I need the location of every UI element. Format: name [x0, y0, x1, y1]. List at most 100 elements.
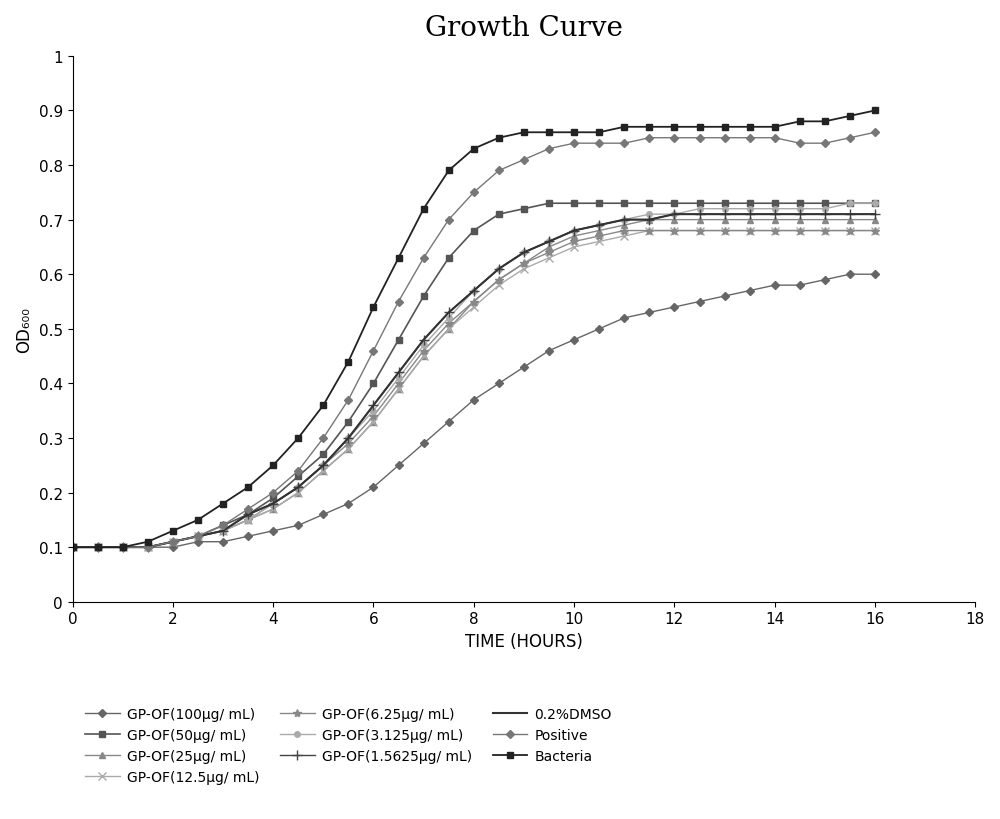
GP-OF(1.5625μg/ mL) — [794, 210, 806, 219]
GP-OF(12.5μg/ mL) — [217, 527, 229, 536]
GP-OF(12.5μg/ mL) — [92, 543, 104, 553]
Bacteria — [217, 499, 229, 509]
GP-OF(6.25μg/ mL) — [694, 226, 706, 236]
GP-OF(100μg/ mL) — [167, 543, 179, 553]
Bacteria — [593, 129, 605, 138]
0.2%DMSO — [794, 210, 806, 219]
GP-OF(1.5625μg/ mL) — [493, 265, 505, 274]
0.2%DMSO — [769, 210, 781, 219]
GP-OF(25μg/ mL) — [367, 417, 379, 427]
GP-OF(12.5μg/ mL) — [794, 226, 806, 236]
GP-OF(50μg/ mL) — [593, 199, 605, 209]
GP-OF(12.5μg/ mL) — [543, 254, 555, 264]
0.2%DMSO — [92, 543, 104, 553]
GP-OF(6.25μg/ mL) — [67, 543, 79, 553]
GP-OF(100μg/ mL) — [543, 346, 555, 356]
GP-OF(12.5μg/ mL) — [568, 242, 580, 252]
GP-OF(1.5625μg/ mL) — [92, 543, 104, 553]
Bacteria — [67, 543, 79, 553]
GP-OF(25μg/ mL) — [719, 215, 731, 225]
GP-OF(50μg/ mL) — [393, 336, 405, 346]
Positive — [267, 488, 279, 498]
GP-OF(25μg/ mL) — [142, 543, 154, 553]
GP-OF(3.125μg/ mL) — [242, 515, 254, 525]
GP-OF(25μg/ mL) — [543, 242, 555, 252]
GP-OF(25μg/ mL) — [67, 543, 79, 553]
GP-OF(50μg/ mL) — [367, 379, 379, 389]
GP-OF(6.25μg/ mL) — [543, 248, 555, 258]
Bacteria — [117, 543, 129, 553]
Positive — [493, 166, 505, 176]
GP-OF(1.5625μg/ mL) — [668, 210, 680, 219]
0.2%DMSO — [142, 543, 154, 553]
GP-OF(6.25μg/ mL) — [192, 532, 204, 541]
Bacteria — [518, 129, 530, 138]
Positive — [292, 466, 304, 476]
0.2%DMSO — [844, 210, 856, 219]
GP-OF(25μg/ mL) — [668, 215, 680, 225]
GP-OF(100μg/ mL) — [468, 396, 480, 405]
GP-OF(25μg/ mL) — [192, 532, 204, 541]
0.2%DMSO — [67, 543, 79, 553]
GP-OF(6.25μg/ mL) — [618, 226, 630, 236]
Positive — [217, 521, 229, 531]
Bacteria — [393, 254, 405, 264]
0.2%DMSO — [543, 238, 555, 247]
Bacteria — [568, 129, 580, 138]
GP-OF(100μg/ mL) — [192, 537, 204, 547]
GP-OF(3.125μg/ mL) — [142, 543, 154, 553]
GP-OF(3.125μg/ mL) — [543, 238, 555, 247]
GP-OF(6.25μg/ mL) — [92, 543, 104, 553]
0.2%DMSO — [367, 400, 379, 410]
GP-OF(6.25μg/ mL) — [217, 527, 229, 536]
GP-OF(12.5μg/ mL) — [117, 543, 129, 553]
GP-OF(6.25μg/ mL) — [819, 226, 831, 236]
Positive — [593, 139, 605, 149]
GP-OF(100μg/ mL) — [694, 297, 706, 307]
GP-OF(1.5625μg/ mL) — [267, 499, 279, 509]
GP-OF(100μg/ mL) — [493, 379, 505, 389]
Bacteria — [769, 123, 781, 133]
GP-OF(25μg/ mL) — [468, 297, 480, 307]
Bacteria — [618, 123, 630, 133]
GP-OF(1.5625μg/ mL) — [518, 248, 530, 258]
Positive — [794, 139, 806, 149]
GP-OF(25μg/ mL) — [267, 505, 279, 514]
0.2%DMSO — [819, 210, 831, 219]
GP-OF(100μg/ mL) — [217, 537, 229, 547]
Bacteria — [317, 400, 329, 410]
GP-OF(3.125μg/ mL) — [443, 314, 455, 324]
Line: Bacteria: Bacteria — [69, 108, 879, 551]
GP-OF(12.5μg/ mL) — [719, 226, 731, 236]
Bacteria — [668, 123, 680, 133]
GP-OF(50μg/ mL) — [869, 199, 881, 209]
Positive — [92, 543, 104, 553]
Positive — [618, 139, 630, 149]
GP-OF(1.5625μg/ mL) — [217, 527, 229, 536]
Y-axis label: OD₆₀₀: OD₆₀₀ — [15, 306, 33, 352]
GP-OF(3.125μg/ mL) — [819, 205, 831, 215]
GP-OF(100μg/ mL) — [593, 324, 605, 334]
Positive — [317, 433, 329, 443]
GP-OF(50μg/ mL) — [643, 199, 655, 209]
Positive — [518, 156, 530, 165]
GP-OF(3.125μg/ mL) — [844, 199, 856, 209]
Positive — [167, 537, 179, 547]
GP-OF(100μg/ mL) — [769, 281, 781, 291]
GP-OF(12.5μg/ mL) — [869, 226, 881, 236]
GP-OF(12.5μg/ mL) — [167, 537, 179, 547]
Bacteria — [167, 527, 179, 536]
GP-OF(100μg/ mL) — [117, 543, 129, 553]
Line: GP-OF(1.5625μg/ mL): GP-OF(1.5625μg/ mL) — [68, 210, 880, 552]
GP-OF(1.5625μg/ mL) — [443, 308, 455, 318]
GP-OF(50μg/ mL) — [694, 199, 706, 209]
GP-OF(100μg/ mL) — [719, 292, 731, 301]
GP-OF(6.25μg/ mL) — [493, 275, 505, 285]
Bacteria — [367, 303, 379, 313]
GP-OF(3.125μg/ mL) — [317, 461, 329, 471]
GP-OF(1.5625μg/ mL) — [418, 336, 430, 346]
GP-OF(25μg/ mL) — [117, 543, 129, 553]
GP-OF(1.5625μg/ mL) — [117, 543, 129, 553]
0.2%DMSO — [618, 215, 630, 225]
GP-OF(6.25μg/ mL) — [568, 238, 580, 247]
